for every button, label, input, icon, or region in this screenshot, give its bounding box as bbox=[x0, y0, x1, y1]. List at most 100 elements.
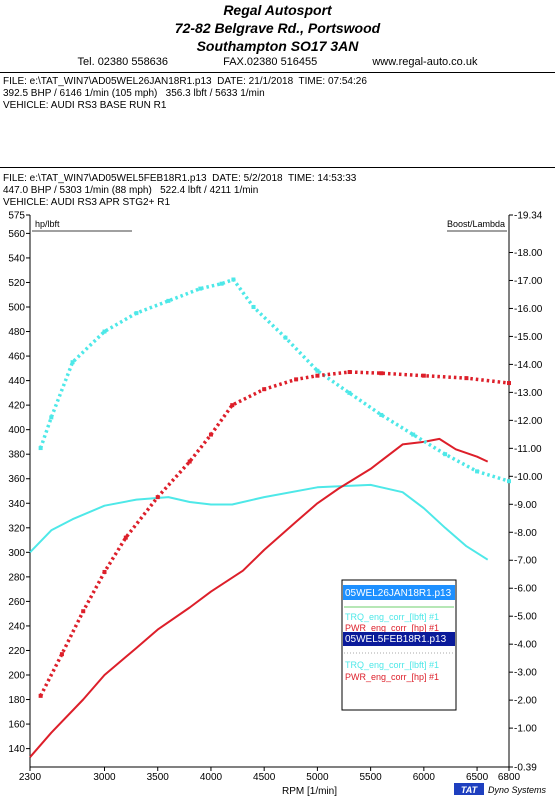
run2-result: 447.0 BHP / 5303 1/min (88 mph) 522.4 lb… bbox=[3, 185, 259, 196]
x-tick-label: 6000 bbox=[413, 772, 436, 783]
y-right-tick-label: -10.00 bbox=[514, 472, 543, 483]
tat-logo-text: TAT bbox=[461, 785, 479, 795]
series-trq_tuned-dots bbox=[38, 277, 510, 483]
legend: 05WEL26JAN18R1.p13 TRQ_eng_corr_[lbft] #1… bbox=[341, 579, 457, 711]
data-point bbox=[70, 360, 75, 365]
x-tick-label: 2300 bbox=[19, 772, 42, 783]
data-point bbox=[123, 535, 128, 540]
run1-result: 392.5 BHP / 6146 1/min (105 mph) 356.3 l… bbox=[3, 88, 265, 99]
y-tick-label: 420 bbox=[8, 401, 25, 412]
y-right-tick-label: -5.00 bbox=[514, 612, 537, 623]
run2-file: FILE: e:\TAT_WIN7\AD05WEL5FEB18R1.p13 DA… bbox=[3, 173, 357, 184]
legend-file1: 05WEL26JAN18R1.p13 bbox=[345, 588, 452, 599]
data-point bbox=[198, 286, 203, 291]
y-tick-label: 380 bbox=[8, 450, 25, 461]
x-tick-label: 3000 bbox=[93, 772, 116, 783]
y-right-tick-label: -0.39 bbox=[514, 763, 537, 774]
y-right-tick-label: -16.00 bbox=[514, 304, 543, 315]
legend-pwr2: PWR_eng_corr_[hp] #1 bbox=[345, 672, 439, 682]
data-point bbox=[379, 412, 384, 417]
legend-trq2: TRQ_eng_corr_[lbft] #1 bbox=[345, 660, 439, 670]
y-tick-label: 240 bbox=[8, 621, 25, 632]
x-tick-label: 6800 bbox=[498, 772, 521, 783]
data-point bbox=[187, 459, 192, 464]
y-tick-label: 460 bbox=[8, 352, 25, 363]
series-pwr_tuned-dots bbox=[39, 370, 510, 697]
run2-vehicle: VEHICLE: AUDI RS3 APR STG2+ R1 bbox=[3, 197, 171, 208]
y-tick-label: 500 bbox=[8, 303, 25, 314]
y-right-tick-label: -15.00 bbox=[514, 332, 543, 343]
contact-row: Tel. 02380 558636 FAX.02380 516455 www.r… bbox=[0, 56, 555, 68]
y-tick-label: 520 bbox=[8, 278, 25, 289]
data-point bbox=[315, 368, 320, 373]
data-point bbox=[411, 432, 416, 437]
legend-trq1: TRQ_eng_corr_[lbft] #1 bbox=[345, 612, 439, 622]
series-trq_base bbox=[29, 483, 489, 561]
divider bbox=[0, 72, 555, 73]
y-tick-label: 575 bbox=[8, 211, 25, 222]
data-point bbox=[166, 298, 171, 303]
telephone: Tel. 02380 558636 bbox=[77, 56, 169, 68]
company-name: Regal Autosport bbox=[223, 2, 332, 18]
y-right-tick-label: -8.00 bbox=[514, 528, 537, 539]
legend-file2-highlight bbox=[343, 632, 455, 646]
y-right-tick-label: -2.00 bbox=[514, 696, 537, 707]
legend-pwr1: PWR_eng_corr_[hp] #1 bbox=[345, 623, 439, 633]
y-right-tick-label: -9.00 bbox=[514, 500, 537, 511]
website: www.regal-auto.co.uk bbox=[372, 56, 478, 68]
company-address-line2: Southampton SO17 3AN bbox=[196, 38, 359, 54]
data-point bbox=[347, 390, 352, 395]
y-tick-label: 360 bbox=[8, 474, 25, 485]
y-tick-label: 260 bbox=[8, 597, 25, 608]
y-right-tick-label: -1.00 bbox=[514, 724, 537, 735]
run1-file: FILE: e:\TAT_WIN7\AD05WEL26JAN18R1.p13 D… bbox=[3, 76, 367, 87]
x-tick-label: 3500 bbox=[147, 772, 170, 783]
run1-vehicle: VEHICLE: AUDI RS3 BASE RUN R1 bbox=[3, 100, 167, 111]
y-tick-label: 480 bbox=[8, 327, 25, 338]
y-tick-label: 180 bbox=[8, 695, 25, 706]
data-point bbox=[102, 329, 107, 334]
x-tick-label: 4000 bbox=[200, 772, 223, 783]
data-point bbox=[59, 652, 64, 657]
y-tick-label: 560 bbox=[8, 229, 25, 240]
y-tick-label: 540 bbox=[8, 253, 25, 264]
fax: FAX.02380 516455 bbox=[223, 56, 318, 68]
tat-logo-box bbox=[454, 783, 484, 795]
x-tick-label: 5500 bbox=[359, 772, 382, 783]
y-tick-label: 200 bbox=[8, 671, 25, 682]
company-address-line1: 72-82 Belgrave Rd., Portswood bbox=[174, 20, 381, 36]
y-tick-label: 300 bbox=[8, 548, 25, 559]
y-tick-label: 220 bbox=[8, 646, 25, 657]
axes: 140 160 180 200 220 240 260 280 300 320 340 360 380 4… bbox=[8, 211, 542, 798]
footer-logo: TAT Dyno Systems bbox=[454, 783, 547, 795]
y-right-tick-label: -4.00 bbox=[514, 640, 537, 651]
data-point bbox=[421, 373, 426, 378]
ylabel-left: hp/lbft bbox=[35, 219, 60, 229]
data-point bbox=[230, 403, 235, 408]
series-group bbox=[29, 277, 511, 758]
y-tick-label: 320 bbox=[8, 523, 25, 534]
x-tick-label: 4500 bbox=[253, 772, 276, 783]
y-tick-label: 440 bbox=[8, 376, 25, 387]
x-axis-label: RPM [1/min] bbox=[282, 786, 337, 797]
y-right-tick-label: -14.00 bbox=[514, 360, 543, 371]
y-right-tick-label: -7.00 bbox=[514, 556, 537, 567]
y-right-tick-label: -17.00 bbox=[514, 276, 543, 287]
y-right-tick-label: -12.00 bbox=[514, 416, 543, 427]
y-tick-label: 280 bbox=[8, 572, 25, 583]
y-right-tick-label: -3.00 bbox=[514, 668, 537, 679]
y-tick-label: 400 bbox=[8, 425, 25, 436]
divider bbox=[0, 167, 555, 168]
y-right-tick-label: -18.00 bbox=[514, 248, 543, 259]
y-right-tick-label: -6.00 bbox=[514, 584, 537, 595]
y-right-tick-label: -19.34 bbox=[514, 211, 543, 222]
data-point bbox=[49, 415, 54, 420]
y-right-tick-label: -11.00 bbox=[514, 444, 542, 455]
y-tick-label: 140 bbox=[8, 744, 25, 755]
y-right-tick-label: -13.00 bbox=[514, 388, 543, 399]
data-point bbox=[443, 452, 448, 457]
ylabel-right: Boost/Lambda bbox=[447, 219, 505, 229]
legend-file2: 05WEL5FEB18R1.p13 bbox=[345, 634, 447, 645]
data-point bbox=[379, 371, 384, 376]
